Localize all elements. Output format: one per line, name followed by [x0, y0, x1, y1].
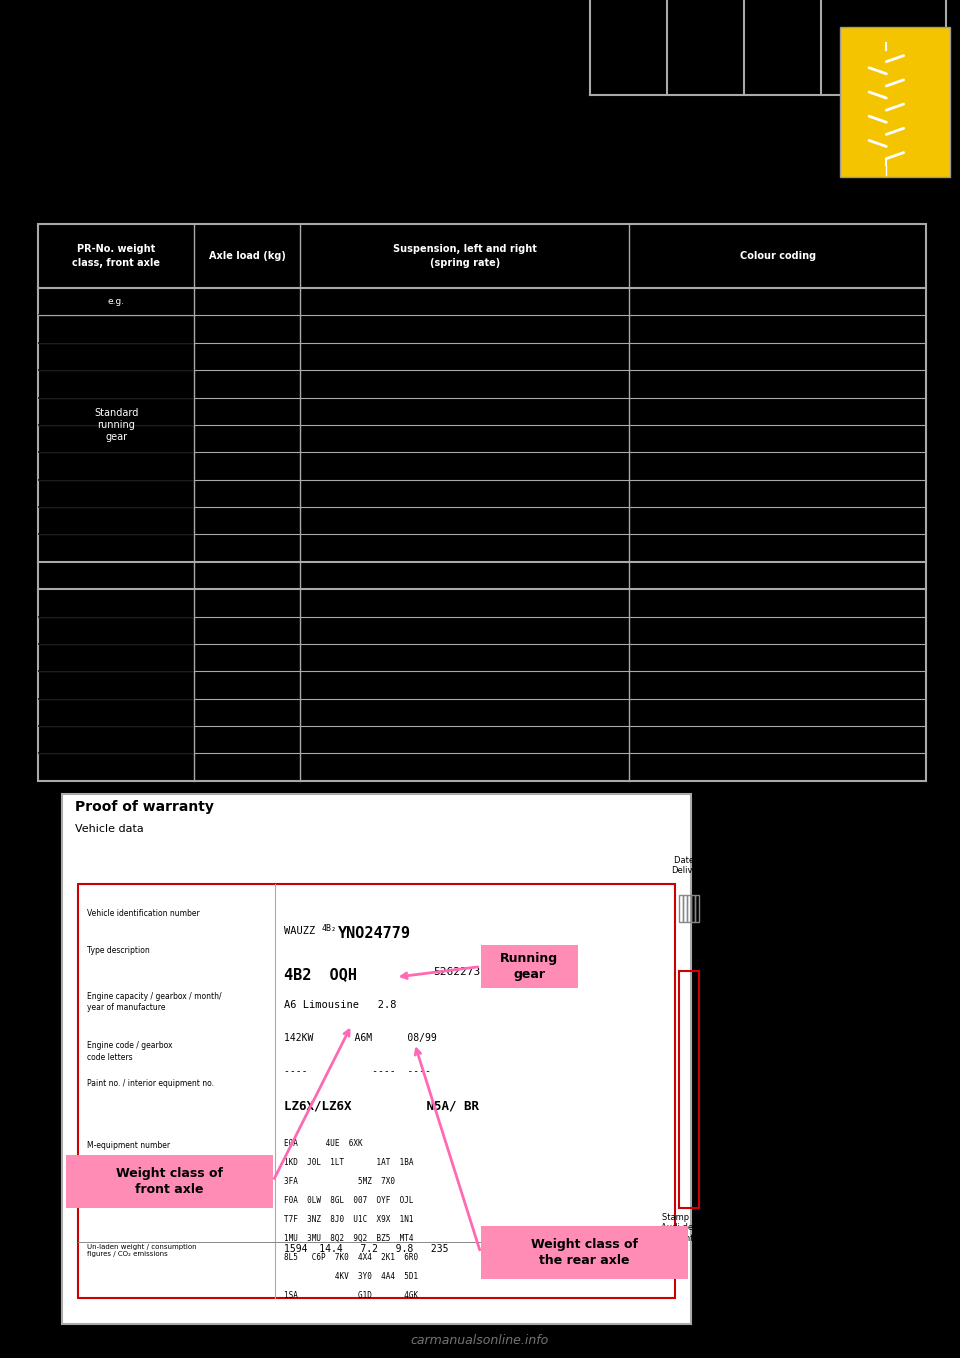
Text: Standard
running
gear: Standard running gear: [94, 409, 138, 441]
Text: Proof of warranty: Proof of warranty: [75, 800, 214, 813]
Text: 5262273: 5262273: [434, 967, 481, 978]
Text: 1594  14.4   7.2   9.8   235: 1594 14.4 7.2 9.8 235: [284, 1244, 448, 1253]
Text: F0A  0LW  8GL  007  OYF  OJL: F0A 0LW 8GL 007 OYF OJL: [284, 1195, 414, 1205]
Bar: [683, 895, 687, 922]
Text: 4KV  3Y0  4A4  5D1: 4KV 3Y0 4A4 5D1: [284, 1271, 419, 1281]
Text: Stamp of the
Audi delivery
centre: Stamp of the Audi delivery centre: [661, 1213, 717, 1243]
Text: M-equipment number: M-equipment number: [87, 1141, 170, 1150]
Text: 1SA             G1D       4GK: 1SA G1D 4GK: [284, 1290, 419, 1300]
Text: 3FA             5MZ  7X0: 3FA 5MZ 7X0: [284, 1176, 396, 1186]
Text: Type description: Type description: [87, 947, 150, 956]
Text: 1KD  J0L  1LT       1AT  1BA: 1KD J0L 1LT 1AT 1BA: [284, 1157, 414, 1167]
Text: T7F  3NZ  8J0  U1C  X9X  1N1: T7F 3NZ 8J0 U1C X9X 1N1: [284, 1214, 414, 1224]
Bar: [691, 895, 695, 922]
Text: PR-No. weight
class, front axle: PR-No. weight class, front axle: [72, 244, 160, 268]
Text: 8L5   C6P  7K0  4X4  2K1  6R0: 8L5 C6P 7K0 4X4 2K1 6R0: [284, 1252, 419, 1262]
Text: E0A      4UE  6XK: E0A 4UE 6XK: [284, 1138, 363, 1148]
Text: Axle load (kg): Axle load (kg): [208, 251, 285, 261]
Text: 4B₂: 4B₂: [322, 923, 336, 933]
Text: Running
gear: Running gear: [500, 952, 559, 980]
Bar: [840, 27, 950, 177]
Bar: [679, 971, 700, 1207]
Text: 1MU  3MU  8Q2  9Q2  BZ5  MT4: 1MU 3MU 8Q2 9Q2 BZ5 MT4: [284, 1233, 414, 1243]
Text: e.g.: e.g.: [108, 297, 125, 307]
Text: A6 Limousine   2.8: A6 Limousine 2.8: [284, 999, 396, 1010]
Text: Weight class of
the rear axle: Weight class of the rear axle: [531, 1238, 637, 1267]
Text: Paint no. / interior equipment no.: Paint no. / interior equipment no.: [87, 1078, 214, 1088]
Bar: [679, 895, 683, 922]
Text: Colour coding: Colour coding: [739, 251, 816, 261]
Text: Un-laden weight / consumption
figures / CO₂ emissions: Un-laden weight / consumption figures / …: [87, 1244, 197, 1258]
Text: Date of
Delivery: Date of Delivery: [671, 856, 707, 875]
Bar: [65, 1154, 273, 1207]
Bar: [695, 895, 700, 922]
Bar: [38, 224, 926, 781]
Text: Weight class of
front axle: Weight class of front axle: [116, 1167, 223, 1195]
Text: WAUZZ: WAUZZ: [284, 926, 316, 936]
Text: Engine code / gearbox
code letters: Engine code / gearbox code letters: [87, 1042, 173, 1062]
Text: LZ6X/LZ6X          N5A/ BR: LZ6X/LZ6X N5A/ BR: [284, 1099, 479, 1112]
Text: Suspension, left and right
(spring rate): Suspension, left and right (spring rate): [393, 244, 537, 268]
Text: ----           ----  ----: ---- ---- ----: [284, 1066, 431, 1077]
Bar: [687, 895, 691, 922]
Bar: [78, 884, 676, 1298]
Text: 142KW       A6M      08/99: 142KW A6M 08/99: [284, 1033, 437, 1043]
Text: YNO24779: YNO24779: [338, 926, 411, 941]
Text: Engine capacity / gearbox / month/
year of manufacture: Engine capacity / gearbox / month/ year …: [87, 991, 222, 1012]
Bar: [62, 794, 691, 1324]
Bar: [481, 945, 578, 987]
Text: Vehicle data: Vehicle data: [75, 823, 144, 834]
Text: Vehicle identification number: Vehicle identification number: [87, 910, 200, 918]
Text: 4B2  OQH: 4B2 OQH: [284, 967, 357, 982]
Text: carmanualsonline.info: carmanualsonline.info: [411, 1334, 549, 1347]
Bar: [481, 1226, 688, 1279]
